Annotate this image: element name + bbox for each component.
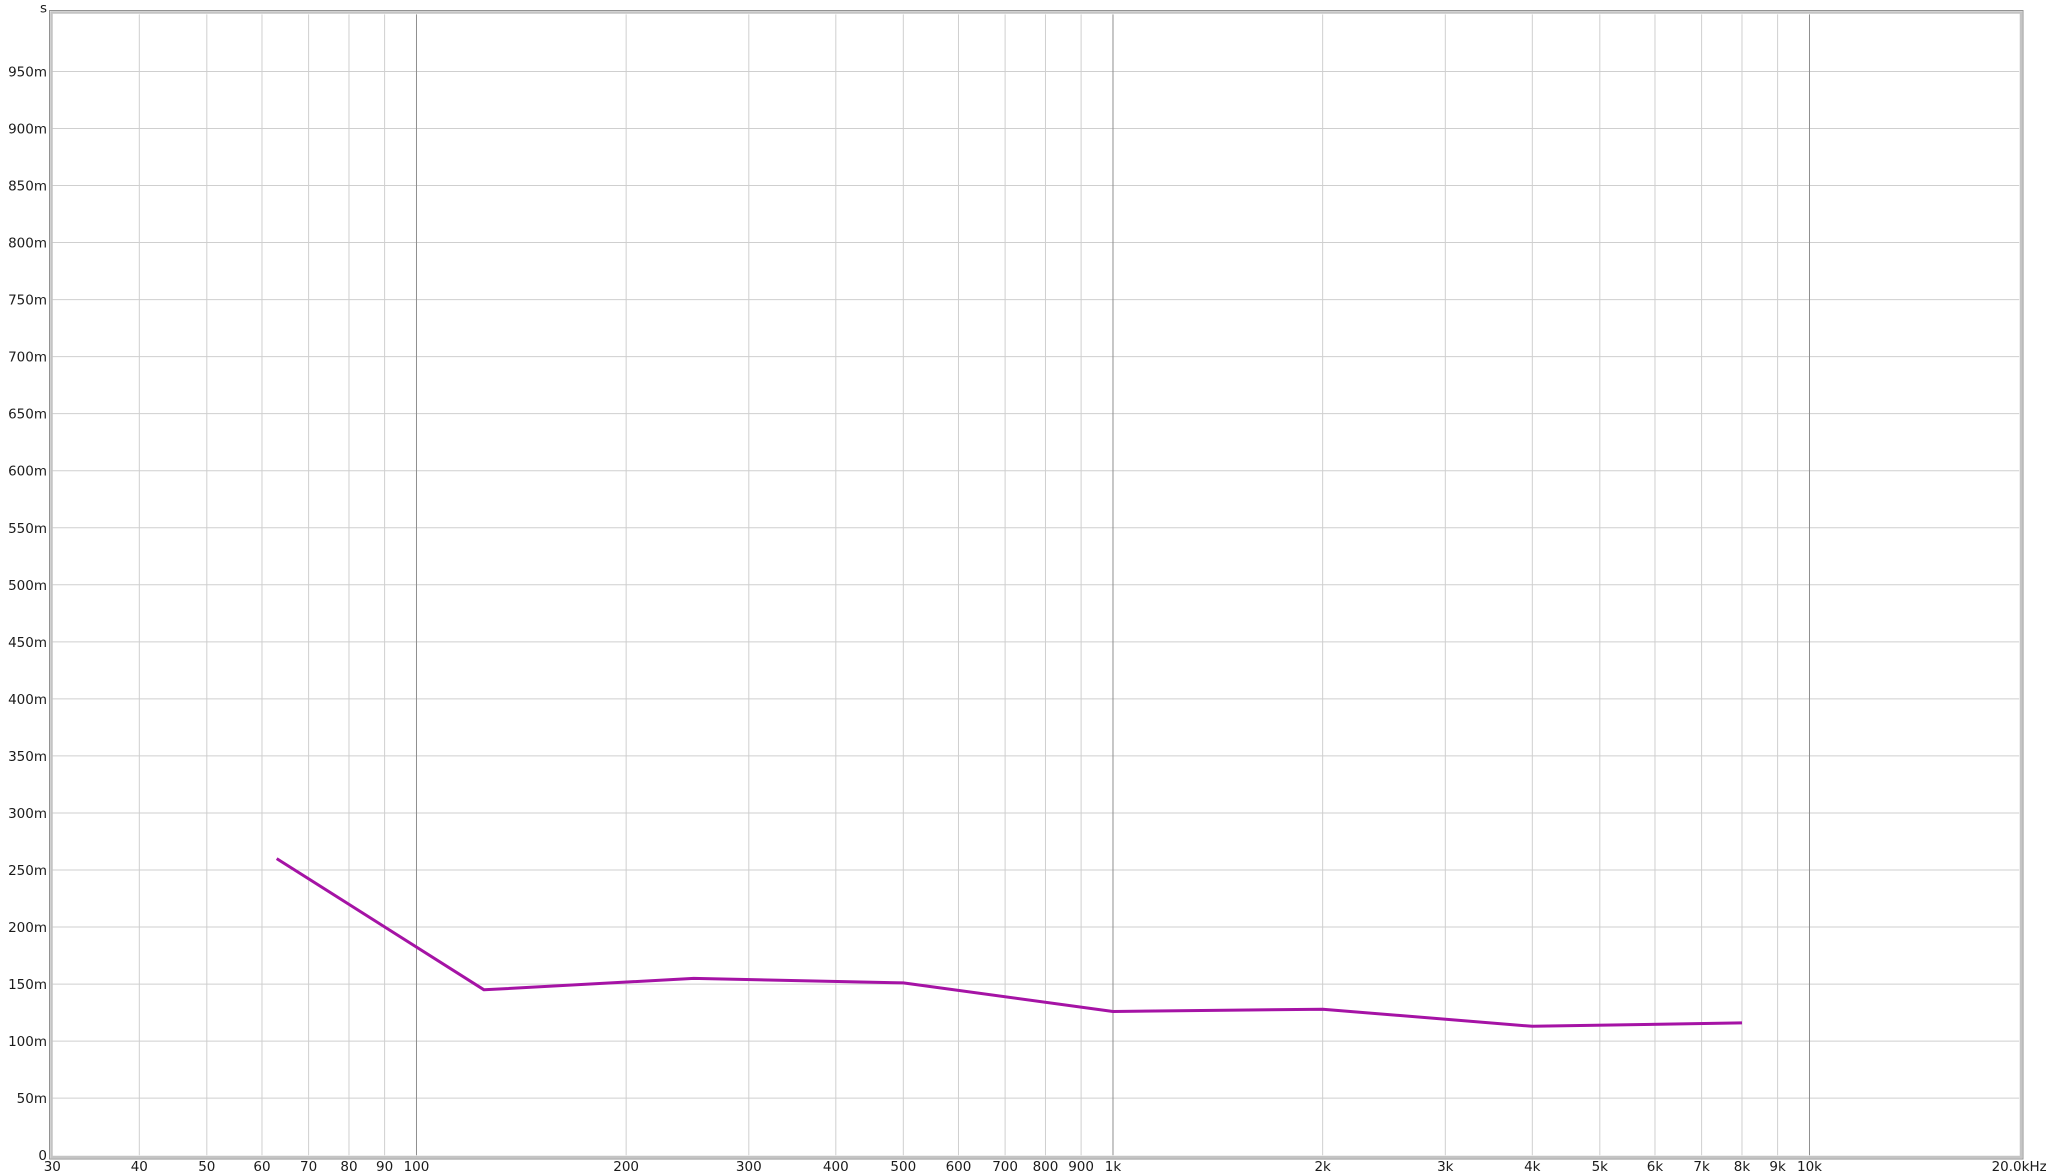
x-tick-label: 30: [44, 1159, 61, 1174]
x-tick-label: 800: [1033, 1159, 1059, 1174]
x-tick-label: 20.0kHz: [1992, 1159, 2046, 1174]
y-tick-label: 0: [38, 1148, 47, 1164]
y-tick-label: 100m: [8, 1034, 47, 1050]
x-tick-label: 8k: [1734, 1159, 1751, 1174]
y-tick-label: 250m: [8, 863, 47, 879]
y-tick-label: 900m: [8, 121, 47, 137]
plot-frame: [50, 11, 2023, 1159]
y-tick-label: 950m: [8, 64, 47, 80]
x-tick-label: 90: [376, 1159, 393, 1174]
y-tick-label: 350m: [8, 749, 47, 765]
x-tick-label: 200: [613, 1159, 639, 1174]
x-tick-label: 100: [404, 1159, 430, 1174]
x-tick-label: 1k: [1105, 1159, 1122, 1174]
series-trace: [275, 857, 1743, 1028]
plot-frame-edge: [49, 10, 2024, 1160]
x-tick-label: 9k: [1769, 1159, 1786, 1174]
x-tick-label: 10k: [1797, 1159, 1822, 1174]
x-tick-label: 5k: [1592, 1159, 1609, 1174]
y-tick-label: 550m: [8, 521, 47, 537]
x-tick-label: 300: [736, 1159, 762, 1174]
y-tick-label: 700m: [8, 350, 47, 366]
y-tick-label: 800m: [8, 236, 47, 252]
x-tick-label: 40: [131, 1159, 148, 1174]
y-tick-label: 400m: [8, 692, 47, 708]
y-tick-label: 300m: [8, 806, 47, 822]
x-tick-label: 600: [946, 1159, 972, 1174]
x-tick-label: 7k: [1693, 1159, 1710, 1174]
x-tick-label: 70: [300, 1159, 317, 1174]
x-tick-label: 500: [890, 1159, 916, 1174]
y-tick-label: 450m: [8, 635, 47, 651]
y-tick-label: 600m: [8, 464, 47, 480]
y-tick-label: 500m: [8, 578, 47, 594]
x-tick-label: 900: [1068, 1159, 1094, 1174]
x-tick-label: 4k: [1524, 1159, 1541, 1174]
y-tick-label: 650m: [8, 407, 47, 423]
x-tick-label: 80: [340, 1159, 357, 1174]
x-tick-label: 400: [823, 1159, 849, 1174]
x-tick-label: 2k: [1314, 1159, 1331, 1174]
x-tick-label: 60: [253, 1159, 270, 1174]
y-tick-label: 750m: [8, 293, 47, 309]
x-tick-label: 50: [198, 1159, 215, 1174]
y-tick-label: 200m: [8, 920, 47, 936]
y-tick-label: 150m: [8, 977, 47, 993]
x-tick-label: 6k: [1647, 1159, 1664, 1174]
x-tick-label: 3k: [1437, 1159, 1454, 1174]
x-tick-label: 700: [992, 1159, 1018, 1174]
y-tick-label: 850m: [8, 179, 47, 195]
y-tick-label: s: [40, 0, 47, 16]
y-tick-label: 50m: [17, 1091, 47, 1107]
